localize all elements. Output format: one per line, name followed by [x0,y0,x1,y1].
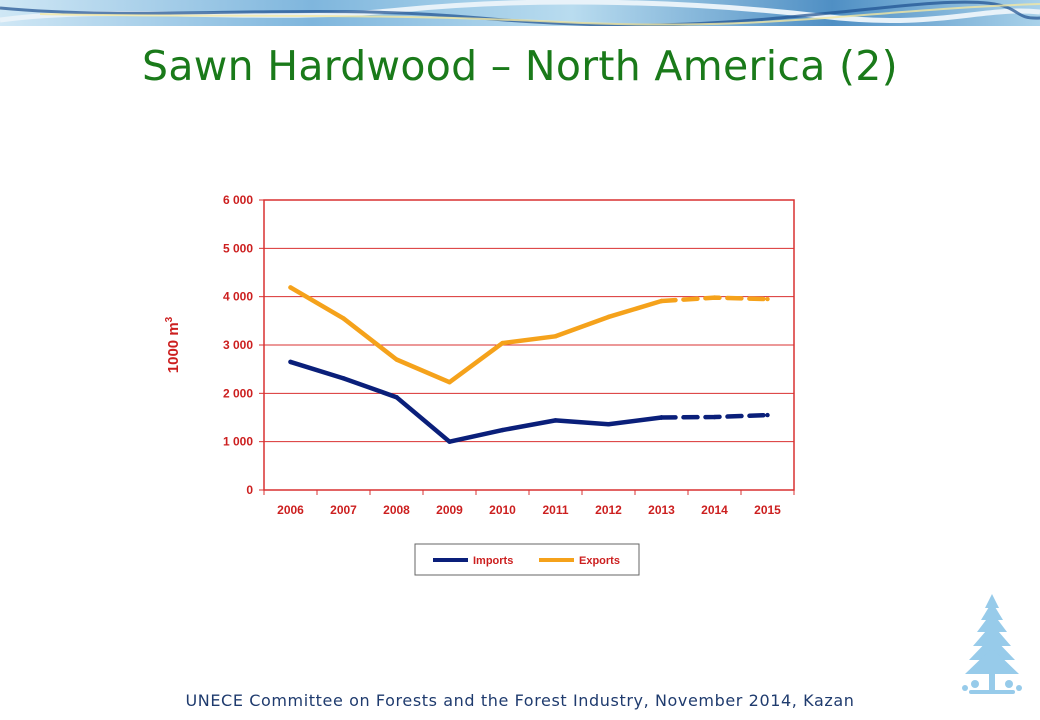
x-tick-label: 2012 [595,503,622,517]
x-axis-ticks: 2006 2007 2008 2009 2010 2011 2012 2013 2014 2015 [263,490,795,517]
legend: Imports Exports [414,543,640,576]
y-tick-label: 1 000 [223,435,253,449]
exports-data-point [288,285,293,290]
line-chart: 0 1 000 2 000 3 000 4 000 5 000 6 000 2006 2007… [164,193,795,576]
exports-data-point [394,357,399,362]
decorative-banner [0,0,1040,26]
y-tick-label: 5 000 [223,241,253,255]
imports-data-point [288,359,293,365]
exports-data-point [765,296,770,302]
x-tick-label: 2014 [701,503,728,517]
exports-data-point [606,314,611,320]
imports-data-point [553,418,558,423]
x-tick-label: 2015 [754,503,781,517]
exports-data-point [447,380,452,385]
x-tick-label: 2006 [277,503,304,517]
exports-data-point [712,295,717,300]
exports-data-point [500,340,505,346]
imports-data-point [447,439,452,444]
x-tick-label: 2010 [489,503,516,517]
exports-data-point [341,316,346,321]
exports-line [288,285,664,385]
y-axis-ticks: 0 1 000 2 000 3 000 4 000 5 000 6 000 [223,193,264,497]
imports-data-point [659,415,664,420]
footer-text: UNECE Committee on Forests and the Fores… [185,691,855,710]
x-tick-label: 2011 [542,503,568,517]
tree-icon [962,594,1022,694]
slide-title: Sawn Hardwood – North America (2) [142,42,898,90]
exports-data-point [553,334,558,339]
mosaic-banner-image [0,0,1040,26]
y-axis-label-text: 1000 m [165,322,182,373]
tree-logo [955,592,1029,709]
x-tick-label: 2013 [648,503,675,517]
imports-line [288,359,664,444]
legend-imports-label: Imports [473,555,513,567]
legend-exports-label: Exports [579,555,620,567]
series-lines [288,285,770,444]
y-tick-label: 6 000 [223,193,253,207]
gridlines [264,199,794,491]
imports-data-point [712,414,717,420]
y-tick-label: 2 000 [223,386,253,400]
imports-data-point [765,412,770,418]
y-axis-label: 1000 m3 [164,316,182,373]
y-tick-label: 3 000 [223,338,253,352]
x-tick-label: 2008 [383,503,410,517]
y-tick-label: 4 000 [223,290,253,304]
imports-data-point [606,422,611,427]
y-tick-label: 0 [246,483,253,497]
x-tick-label: 2007 [330,503,357,517]
x-tick-label: 2009 [436,503,463,517]
imports-data-point [500,427,505,433]
imports-data-point [394,395,399,400]
imports-data-point [341,376,346,381]
y-axis-label-superscript: 3 [164,316,175,322]
exports-data-point [659,298,664,304]
